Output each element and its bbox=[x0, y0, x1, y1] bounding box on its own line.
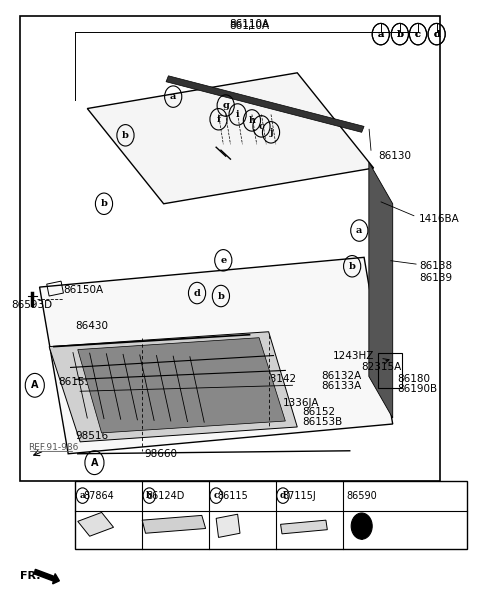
Text: 86110A: 86110A bbox=[229, 22, 270, 31]
Text: 86124D: 86124D bbox=[147, 490, 185, 501]
Text: 86138: 86138 bbox=[419, 261, 452, 271]
Text: a: a bbox=[378, 30, 384, 39]
Text: 86155B: 86155B bbox=[59, 377, 99, 388]
Text: 98142: 98142 bbox=[264, 374, 297, 385]
Text: b: b bbox=[217, 291, 224, 301]
Text: 87115J: 87115J bbox=[283, 490, 316, 501]
Text: b: b bbox=[348, 262, 356, 271]
Text: 1336JA: 1336JA bbox=[283, 398, 320, 408]
Text: b: b bbox=[122, 131, 129, 140]
Text: b: b bbox=[100, 199, 108, 208]
Text: b: b bbox=[146, 491, 153, 500]
Text: 86190B: 86190B bbox=[397, 385, 438, 395]
Text: i: i bbox=[236, 110, 240, 119]
Text: c: c bbox=[415, 30, 421, 39]
Text: c: c bbox=[415, 30, 421, 39]
Text: d: d bbox=[433, 30, 440, 39]
Text: d: d bbox=[280, 491, 286, 500]
Text: 86139: 86139 bbox=[419, 273, 452, 283]
Text: 86430: 86430 bbox=[75, 321, 108, 331]
Text: a: a bbox=[378, 30, 384, 39]
Text: 87864: 87864 bbox=[84, 490, 115, 501]
Text: 86590: 86590 bbox=[346, 490, 377, 501]
Polygon shape bbox=[49, 332, 297, 442]
Text: 86152: 86152 bbox=[302, 407, 335, 417]
Polygon shape bbox=[166, 76, 364, 132]
Text: a: a bbox=[356, 226, 362, 235]
Text: REF.91-986: REF.91-986 bbox=[28, 443, 78, 452]
Text: A: A bbox=[31, 380, 38, 390]
Text: c: c bbox=[259, 122, 264, 131]
Text: 86157: 86157 bbox=[173, 359, 206, 370]
Text: g: g bbox=[222, 101, 229, 110]
Text: 86153: 86153 bbox=[147, 416, 180, 426]
Text: h: h bbox=[249, 116, 255, 125]
Text: 86130: 86130 bbox=[378, 151, 411, 161]
Text: 86153B: 86153B bbox=[302, 417, 342, 427]
Text: 86133A: 86133A bbox=[321, 382, 361, 392]
Polygon shape bbox=[369, 162, 393, 418]
Text: 98660: 98660 bbox=[144, 448, 178, 459]
Text: c: c bbox=[214, 491, 219, 500]
Text: f: f bbox=[216, 115, 221, 124]
Polygon shape bbox=[78, 512, 114, 536]
Text: 1416BA: 1416BA bbox=[419, 213, 460, 224]
Text: 1243HZ: 1243HZ bbox=[333, 350, 374, 361]
Text: 98142: 98142 bbox=[85, 350, 118, 361]
Polygon shape bbox=[142, 515, 205, 533]
FancyBboxPatch shape bbox=[75, 481, 467, 549]
Text: 86180: 86180 bbox=[397, 374, 431, 385]
Text: 86110A: 86110A bbox=[229, 19, 270, 29]
FancyBboxPatch shape bbox=[21, 16, 441, 481]
Polygon shape bbox=[281, 520, 327, 534]
Text: FR.: FR. bbox=[21, 570, 41, 581]
Text: j: j bbox=[269, 128, 273, 137]
Polygon shape bbox=[216, 514, 240, 538]
Text: 86150A: 86150A bbox=[63, 285, 104, 295]
Circle shape bbox=[351, 513, 372, 539]
Text: d: d bbox=[433, 30, 440, 39]
Text: A: A bbox=[91, 457, 98, 468]
Text: a: a bbox=[170, 92, 176, 101]
FancyArrow shape bbox=[34, 569, 60, 584]
Polygon shape bbox=[87, 73, 373, 204]
Text: 98516: 98516 bbox=[75, 431, 108, 441]
Polygon shape bbox=[39, 257, 393, 454]
Text: b: b bbox=[396, 30, 403, 39]
Text: 86593D: 86593D bbox=[11, 300, 52, 310]
Text: 86115: 86115 bbox=[217, 490, 248, 501]
Text: 86132A: 86132A bbox=[321, 371, 361, 382]
Text: b: b bbox=[396, 30, 403, 39]
Polygon shape bbox=[78, 338, 285, 433]
Text: d: d bbox=[193, 289, 201, 298]
Text: 82315A: 82315A bbox=[362, 362, 402, 373]
Text: e: e bbox=[220, 256, 227, 265]
Text: a: a bbox=[80, 491, 85, 500]
